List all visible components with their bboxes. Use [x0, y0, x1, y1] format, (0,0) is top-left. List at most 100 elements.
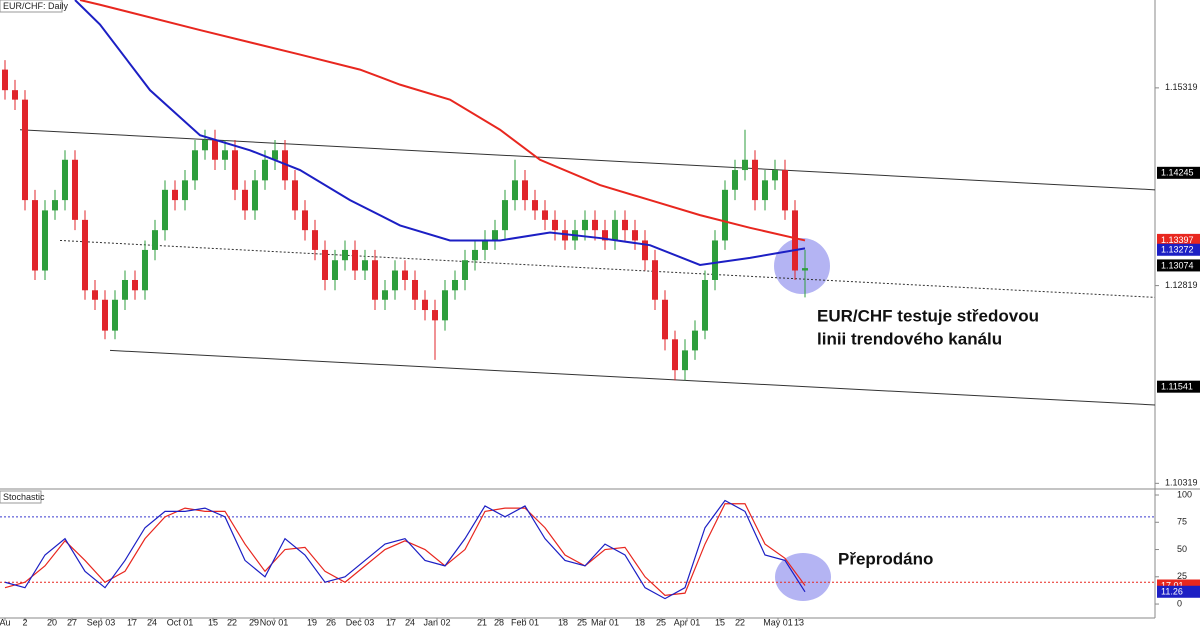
- x-tick-label: 18: [635, 617, 645, 627]
- candle-body: [412, 279, 418, 300]
- x-tick-label: Mar 01: [591, 617, 619, 627]
- price-label: 1.14245: [1161, 168, 1194, 178]
- x-tick-label: 15: [715, 617, 725, 627]
- candle-body: [742, 159, 748, 171]
- candle-body: [232, 150, 238, 190]
- y-tick-label: 25: [1177, 571, 1187, 581]
- candle-body: [652, 260, 658, 300]
- x-tick-label: Nov 01: [260, 617, 289, 627]
- price-label-box: [1157, 380, 1200, 393]
- candle-body: [322, 249, 328, 280]
- candle-body: [692, 330, 698, 351]
- candle-body: [292, 180, 298, 211]
- value-label-box: [1157, 585, 1200, 598]
- price-label: 1.13272: [1161, 245, 1194, 255]
- candle-body: [502, 200, 508, 231]
- x-tick-label: 27: [67, 617, 77, 627]
- candle-body: [732, 170, 738, 190]
- x-tick-label: Jan 02: [423, 617, 450, 627]
- candle-body: [722, 189, 728, 241]
- annotation: EUR/CHF testuje středovou: [817, 306, 1039, 325]
- candle-body: [132, 279, 138, 291]
- candle-body: [212, 139, 218, 160]
- x-tick-label: May 01: [763, 617, 793, 627]
- candle-body: [782, 170, 788, 211]
- stochastic-line: [4, 499, 806, 600]
- candle-body: [662, 299, 668, 340]
- candle-body: [682, 350, 688, 371]
- candle-body: [672, 339, 678, 371]
- price-label-box: [1157, 166, 1200, 179]
- title-box: [0, 490, 42, 504]
- candle-body: [542, 210, 548, 220]
- candle-body: [422, 299, 428, 311]
- candle-body: [772, 170, 778, 181]
- x-tick-label: 17: [127, 617, 137, 627]
- y-tick-label: 100: [1177, 489, 1192, 499]
- candle-body: [462, 260, 468, 280]
- candle-body: [22, 99, 28, 201]
- candle-body: [432, 310, 438, 321]
- candle-body: [62, 159, 68, 201]
- candle-body: [582, 219, 588, 231]
- candle-body: [642, 240, 648, 261]
- x-tick-label: 13: [794, 617, 804, 627]
- price-label-box: [1157, 259, 1200, 272]
- x-tick-label: 15: [208, 617, 218, 627]
- candle-body: [262, 159, 268, 181]
- candle-body: [72, 159, 78, 220]
- candle-body: [702, 279, 708, 331]
- candle-body: [382, 290, 388, 300]
- candle-body: [372, 260, 378, 300]
- annotation: Přeprodáno: [838, 549, 933, 568]
- candle-body: [302, 210, 308, 231]
- x-tick-label: 26: [326, 617, 336, 627]
- moving-average: [74, 0, 806, 266]
- candle-body: [352, 249, 358, 271]
- candle-body: [102, 299, 108, 331]
- x-tick-label: 18: [558, 617, 568, 627]
- candle-body: [802, 268, 808, 271]
- candle-body: [152, 230, 158, 250]
- candle-body: [342, 249, 348, 261]
- y-tick-label: 0: [1177, 598, 1182, 608]
- candle-body: [332, 260, 338, 280]
- x-tick-label: Dec 03: [346, 617, 375, 627]
- price-label: 1.11541: [1161, 382, 1193, 392]
- candle-body: [52, 200, 58, 211]
- title-box: [0, 0, 63, 13]
- candle-body: [162, 189, 168, 231]
- candle-body: [792, 210, 798, 271]
- trendline: [19, 129, 1156, 191]
- candle-body: [562, 230, 568, 241]
- candle-body: [82, 219, 88, 291]
- candle-body: [142, 249, 148, 291]
- candle-body: [112, 299, 118, 331]
- annotation: linii trendového kanálu: [817, 329, 1002, 348]
- y-tick-label: 50: [1177, 544, 1187, 554]
- x-tick-label: 24: [405, 617, 415, 627]
- x-tick-label: 21: [477, 617, 487, 627]
- x-tick-label: 20: [47, 617, 57, 627]
- candle-body: [592, 219, 598, 231]
- candle-body: [362, 260, 368, 271]
- candle-body: [12, 90, 18, 100]
- candle-body: [32, 200, 38, 271]
- candle-body: [222, 150, 228, 160]
- candle-body: [602, 230, 608, 241]
- candle-body: [622, 219, 628, 231]
- candle-body: [522, 180, 528, 201]
- candle-body: [532, 200, 538, 211]
- candle-body: [172, 189, 178, 201]
- y-tick-label: 1.10319: [1165, 478, 1198, 488]
- moving-average: [79, 0, 806, 242]
- x-tick-label: Sep 03: [87, 617, 116, 627]
- candle-body: [202, 139, 208, 151]
- candle-body: [762, 180, 768, 201]
- highlight-circle: [775, 553, 831, 601]
- candle-body: [282, 150, 288, 181]
- trendline: [59, 239, 1156, 298]
- x-tick-label: 2: [22, 617, 27, 627]
- candle-body: [312, 230, 318, 250]
